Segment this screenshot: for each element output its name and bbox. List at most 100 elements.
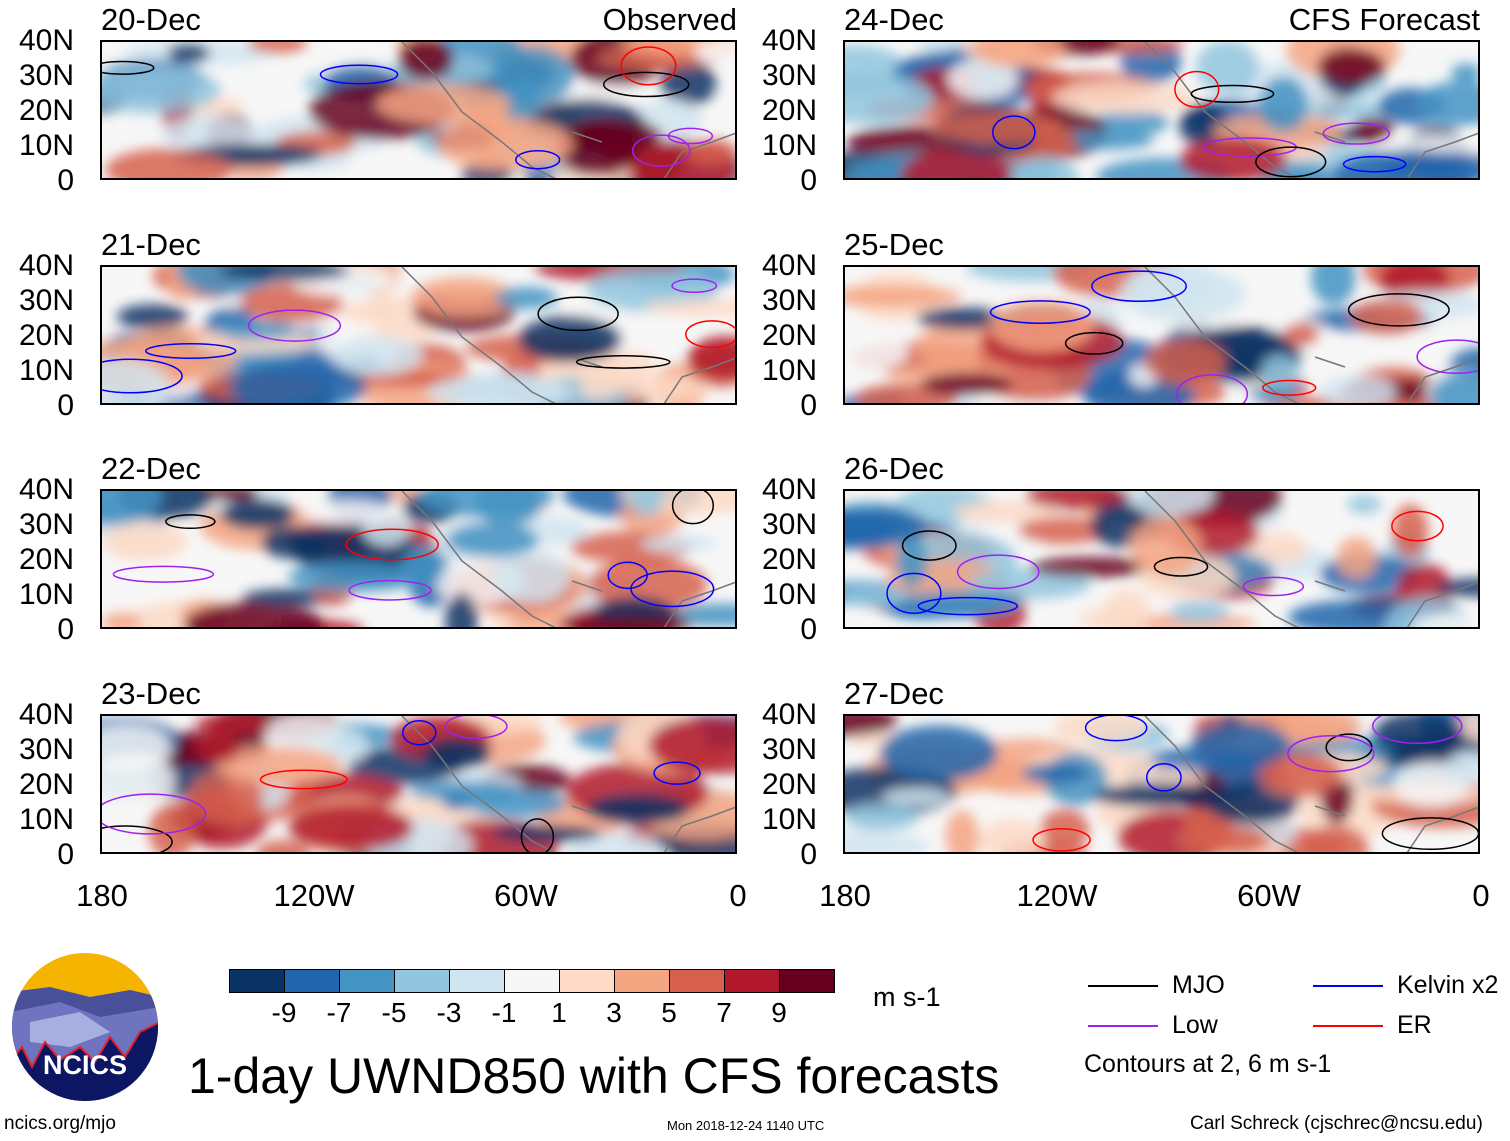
anomaly-cell: [1258, 752, 1341, 798]
anomaly-cell: [1259, 76, 1309, 133]
anomaly-cell: [1317, 48, 1386, 86]
anomaly-cell: [102, 491, 163, 527]
anomaly-cell: [1169, 600, 1229, 623]
anomaly-cell: [422, 737, 492, 770]
colorbar-swatch: [504, 969, 560, 993]
y-tick-label: 20N: [18, 319, 74, 352]
mjo-contour: [537, 296, 619, 332]
coastline: [401, 42, 735, 178]
mjo-contour: [165, 514, 216, 530]
x-tick-label: 120W: [1016, 878, 1098, 913]
anomaly-cell: [247, 42, 308, 54]
er-contour: [345, 528, 439, 561]
anomaly-cell: [1350, 298, 1424, 335]
panel-date: 24-Dec: [844, 2, 944, 37]
panel-date: 22-Dec: [101, 451, 201, 486]
mjo-contour: [1381, 817, 1478, 851]
anomaly-cell: [1301, 825, 1369, 852]
legend-label: Low: [1172, 1011, 1218, 1039]
low-contour: [112, 565, 215, 583]
anomaly-cell: [495, 286, 558, 310]
coastline: [401, 267, 735, 403]
mjo-contour: [1190, 84, 1275, 104]
anomaly-cell: [967, 568, 1091, 600]
colorbar-swatch: [779, 969, 835, 993]
y-tick-label: 0: [800, 838, 817, 871]
y-tick-label: 10N: [761, 129, 817, 162]
anomaly-cell: [1017, 516, 1110, 545]
kelvin-x2-contour: [992, 115, 1036, 150]
panel-date: 26-Dec: [844, 451, 944, 486]
panel-date: 23-Dec: [101, 676, 201, 711]
y-tick-label: 0: [800, 389, 817, 422]
y-tick-label: 0: [800, 164, 817, 197]
kelvin-x2-contour: [144, 343, 237, 359]
y-tick-label: 20N: [18, 543, 74, 576]
kelvin-x2-contour: [653, 761, 701, 785]
x-tick-label: 60W: [1237, 878, 1301, 913]
anomaly-cell: [989, 300, 1095, 353]
y-tick-label: 40N: [18, 249, 74, 282]
anomaly-cell: [1411, 612, 1478, 627]
y-tick-label: 40N: [18, 24, 74, 57]
y-tick-label: 0: [57, 838, 74, 871]
y-tick-label: 30N: [18, 733, 74, 766]
y-tick-label: 10N: [761, 803, 817, 836]
anomaly-cell: [102, 612, 143, 627]
colorbar-label: -3: [436, 997, 462, 1028]
er-contour: [685, 320, 735, 349]
anomaly-cell: [464, 788, 567, 818]
anomaly-cell: [1021, 763, 1090, 783]
anomaly-cell: [102, 550, 127, 589]
mjo-contour: [1064, 331, 1124, 355]
low-contour: [1372, 716, 1463, 745]
anomaly-cell: [416, 491, 555, 518]
low-contour: [102, 793, 207, 835]
x-tick-label: 180: [76, 878, 128, 913]
kelvin-x2-contour: [989, 300, 1091, 324]
anomaly-cell: [1010, 156, 1080, 178]
map-panel-27-Dec: [843, 714, 1480, 854]
y-tick-label: 40N: [761, 473, 817, 506]
er-contour: [620, 46, 677, 86]
colorbar-swatch: [339, 969, 395, 993]
x-tick-label: 120W: [273, 878, 355, 913]
anomaly-cell: [1311, 267, 1356, 306]
colorbar-swatch: [669, 969, 725, 993]
anomaly-cell: [896, 536, 928, 587]
figure-title: 1-day UWND850 with CFS forecasts: [188, 1048, 1000, 1104]
anomaly-cell: [229, 362, 367, 403]
footer-timestamp: Mon 2018-12-24 1140 UTC: [667, 1118, 825, 1133]
anomaly-cell: [920, 372, 1013, 396]
anomaly-cell: [648, 716, 735, 775]
y-tick-label: 20N: [18, 768, 74, 801]
anomaly-cell: [1129, 515, 1201, 576]
anomaly-cell: [972, 42, 1066, 68]
mjo-contour: [671, 491, 715, 525]
map-panel-21-Dec: [100, 265, 737, 405]
colorbar-label: -7: [326, 997, 352, 1028]
y-tick-label: 0: [57, 164, 74, 197]
kelvin-x2-contour: [319, 64, 399, 85]
coastline: [1144, 491, 1478, 627]
legend-label: ER: [1397, 1011, 1432, 1039]
anomaly-cell: [102, 751, 174, 811]
anomaly-cell: [116, 304, 189, 329]
kelvin-x2-contour: [515, 150, 561, 170]
anomaly-cell: [288, 560, 419, 593]
y-tick-label: 10N: [18, 354, 74, 387]
low-contour: [956, 554, 1040, 590]
colorbar-swatch: [284, 969, 340, 993]
anomaly-cell: [324, 728, 368, 764]
panel-date: 25-Dec: [844, 227, 944, 262]
y-tick-label: 20N: [761, 94, 817, 127]
legend-line-low: [1088, 1025, 1158, 1027]
anomaly-cell: [643, 298, 735, 317]
coastline: [1144, 42, 1478, 178]
anomaly-cell: [1282, 322, 1319, 347]
anomaly-cell: [256, 839, 311, 852]
anomaly-cell: [188, 770, 264, 827]
anomaly-cell: [219, 267, 350, 282]
footer-author: Carl Schreck (cjschrec@ncsu.edu): [1190, 1113, 1483, 1134]
anomaly-cell: [683, 138, 735, 166]
